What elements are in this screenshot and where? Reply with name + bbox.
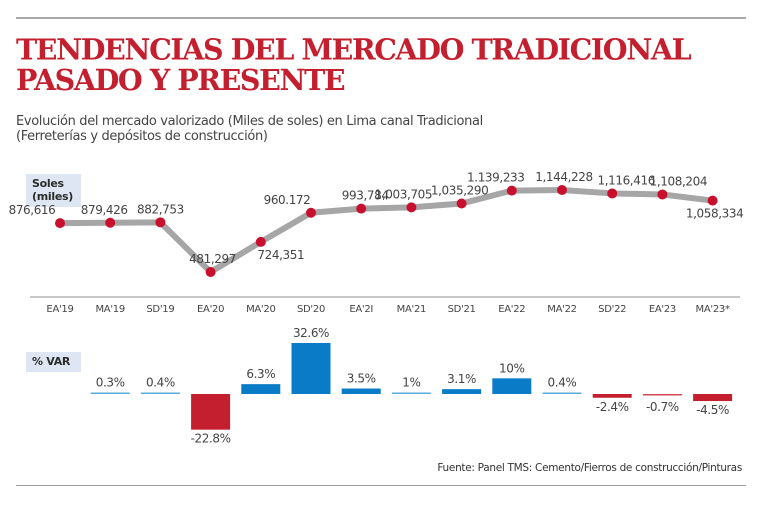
data-point — [557, 185, 567, 195]
point-value-label: 1,035,290 — [431, 183, 488, 197]
x-tick-label: MA'22 — [547, 304, 576, 315]
title-line-2: PASADO Y PRESENTE — [16, 62, 346, 98]
var-bar — [140, 392, 180, 394]
point-value-label: 1,108,204 — [650, 174, 707, 188]
bar-value-label: 0.4% — [146, 376, 175, 390]
subtitle-line-1: Evolución del mercado valorizado (Miles … — [16, 114, 483, 129]
data-point — [105, 217, 116, 228]
bar-value-label: 3.1% — [447, 372, 476, 386]
bar-chart: 0.3% 0.4% -22.8% 6.3% 32.6% 3.5% 1% 3.1% 10% 0.4%… — [90, 326, 733, 446]
var-bar — [191, 394, 231, 430]
bar-value-label: -2.4% — [596, 400, 629, 414]
data-point — [406, 202, 417, 213]
bar-value-label: -22.8% — [191, 432, 231, 446]
point-value-label: 879,426 — [81, 203, 128, 217]
x-tick-label: SD'22 — [598, 304, 626, 315]
bar-value-label: 10% — [499, 361, 524, 375]
data-point — [155, 217, 166, 228]
soles-tag-line-1: Soles — [32, 177, 64, 190]
point-value-label: 1.139,233 — [467, 171, 524, 185]
bar-value-label: 0.4% — [548, 376, 577, 390]
point-value-label: 876,616 — [9, 203, 56, 217]
data-point — [55, 218, 65, 229]
var-bar — [391, 392, 431, 394]
data-point — [657, 189, 668, 200]
x-tick-label: SD'19 — [146, 304, 174, 315]
x-tick-label: MA'20 — [246, 304, 275, 315]
point-value-label: 1,058,334 — [686, 207, 743, 221]
subtitle-line-2: (Ferreterías y depósitos de construcción… — [16, 129, 268, 144]
point-value-label: 882,753 — [137, 202, 184, 216]
var-bar — [693, 394, 733, 402]
x-tick-label: EA'19 — [46, 304, 73, 315]
x-tick-label: MA'21 — [397, 304, 426, 315]
x-tick-label: EA'2I — [349, 304, 373, 315]
x-tick-label: SD'21 — [448, 304, 476, 315]
data-point — [456, 198, 467, 209]
bar-value-label: 1% — [402, 376, 420, 390]
point-value-label: 1,116,416 — [597, 173, 654, 187]
bar-value-label: -4.5% — [696, 403, 729, 417]
var-bar — [90, 392, 130, 394]
var-bar — [642, 394, 682, 396]
x-tick-label: EA'20 — [197, 304, 224, 315]
point-value-label: 1,144,228 — [535, 170, 592, 184]
line-chart: 876,616 EA'19 879,426 MA'19 882,753 SD'19 481,… — [9, 170, 744, 315]
point-value-label: 1,003,705 — [375, 187, 432, 201]
bar-value-label: 0.3% — [96, 376, 125, 390]
var-bar — [241, 384, 281, 394]
soles-tag-line-2: (miles) — [32, 190, 73, 203]
data-point — [607, 188, 618, 199]
var-bar — [291, 343, 331, 394]
x-tick-label: EA'23 — [649, 304, 676, 315]
chart-subtitle: Evolución del mercado valorizado (Miles … — [16, 114, 483, 144]
var-tag: % VAR — [26, 352, 81, 372]
bar-value-label: 3.5% — [347, 372, 376, 386]
bar-value-label: -0.7% — [646, 400, 679, 414]
data-point — [205, 267, 216, 277]
title-line-1: TENDENCIAS DEL MERCADO TRADICIONAL — [16, 31, 692, 67]
soles-unit-tag: Soles (miles) — [26, 174, 81, 207]
data-point — [306, 207, 316, 218]
x-tick-label: EA'22 — [498, 304, 525, 315]
data-point — [356, 203, 367, 214]
x-tick-label: MA'23* — [696, 304, 730, 315]
source-note: Fuente: Panel TMS: Cemento/Fierros de co… — [437, 462, 742, 474]
var-bar — [492, 378, 532, 394]
x-tick-label: SD'20 — [297, 304, 325, 315]
var-bar — [442, 389, 482, 394]
var-bar — [341, 388, 381, 394]
bar-value-label: 6.3% — [246, 367, 275, 381]
point-value-label: 960.172 — [264, 193, 311, 207]
var-bar — [592, 394, 632, 398]
bar-value-label: 32.6% — [293, 326, 329, 340]
data-point — [255, 236, 266, 247]
point-value-label: 993,784 — [342, 189, 389, 203]
var-bar — [542, 392, 582, 394]
data-point — [707, 195, 718, 206]
point-value-label: 724,351 — [257, 248, 304, 262]
chart-title: TENDENCIAS DEL MERCADO TRADICIONAL PASAD… — [16, 31, 692, 98]
bottom-rule — [16, 485, 746, 486]
data-point — [506, 185, 517, 196]
top-rule — [16, 17, 746, 19]
series-line — [59, 187, 713, 275]
x-tick-label: MA'19 — [95, 304, 124, 315]
point-value-label: 481,297 — [189, 252, 236, 266]
